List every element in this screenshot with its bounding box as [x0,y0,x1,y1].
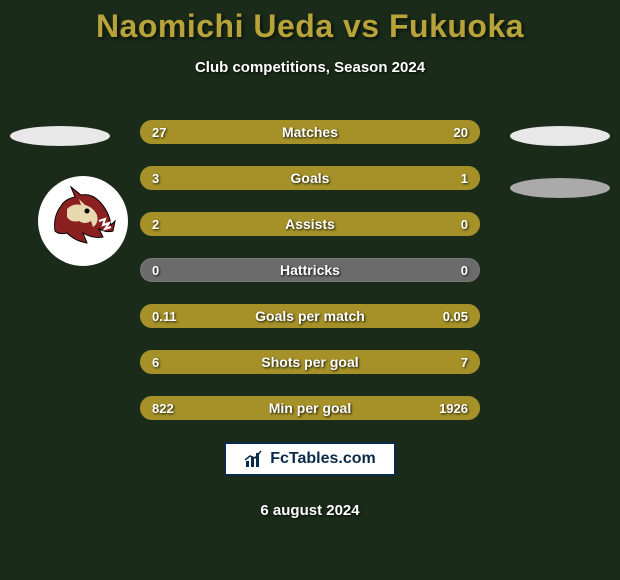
stat-row: 0 0 Hattricks [140,258,480,282]
stat-label: Assists [285,216,335,232]
comparison-infographic: Naomichi Ueda vs Fukuoka Club competitio… [0,0,620,580]
branding-box: FcTables.com [224,442,396,476]
value-right: 0.05 [443,309,468,324]
value-left: 0 [152,263,159,278]
stat-label: Matches [282,124,338,140]
stat-row: 27 20 Matches [140,120,480,144]
decor-ellipse-right-1 [510,126,610,146]
value-left: 0.11 [152,309,177,324]
stat-label: Goals [291,170,330,186]
branding-text: FcTables.com [270,450,376,468]
stat-label: Shots per goal [261,354,358,370]
value-right: 1 [461,171,468,186]
chart-icon [244,450,264,468]
stat-row: 2 0 Assists [140,212,480,236]
value-left: 6 [152,355,159,370]
subtitle: Club competitions, Season 2024 [195,59,425,76]
coyote-icon [43,181,123,261]
value-right: 20 [454,125,468,140]
dateline: 6 august 2024 [260,502,359,519]
stat-label: Goals per match [255,308,365,324]
stat-row: 3 1 Goals [140,166,480,190]
stat-row: 0.11 0.05 Goals per match [140,304,480,328]
bar-left [140,166,395,190]
stat-label: Hattricks [280,262,340,278]
value-right: 0 [461,263,468,278]
decor-ellipse-left [10,126,110,146]
team-logo [38,176,128,266]
value-left: 27 [152,125,166,140]
stat-rows: 2720Matches31Goals20Assists00Hattricks0.… [140,120,480,420]
stat-label: Min per goal [269,400,351,416]
value-left: 2 [152,217,159,232]
value-left: 3 [152,171,159,186]
stat-row: 822 1926 Min per goal [140,396,480,420]
value-right: 7 [461,355,468,370]
value-right: 0 [461,217,468,232]
value-left: 822 [152,401,174,416]
page-title: Naomichi Ueda vs Fukuoka [96,8,524,45]
value-right: 1926 [439,401,468,416]
decor-ellipse-right-2 [510,178,610,198]
stat-row: 6 7 Shots per goal [140,350,480,374]
